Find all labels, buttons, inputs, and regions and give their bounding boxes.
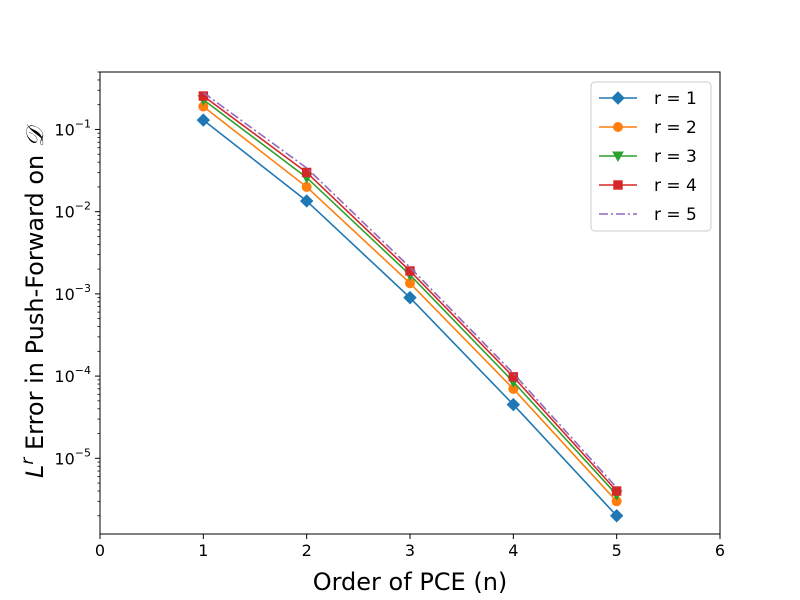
x-tick-label: 0 [95,541,105,560]
data-point [301,181,312,192]
y-tick-label: 10−3 [54,282,91,304]
legend-entry: r = 3 [599,147,697,167]
data-point [299,194,314,208]
legend-label: r = 4 [654,176,697,196]
legend-marker [613,180,623,190]
y-tick-label: 10−4 [54,364,91,386]
legend-entry: r = 4 [599,176,697,196]
x-tick-label: 2 [302,541,312,560]
legend-label: r = 5 [654,205,697,225]
x-axis-ticks: 0 1 2 3 4 5 6 [95,534,725,560]
legend-box [590,81,712,232]
x-tick-label: 1 [198,541,208,560]
series-2 [198,101,622,507]
x-tick-label: 3 [405,541,415,560]
series-5 [202,92,618,489]
legend-label: r = 2 [654,118,697,138]
y-tick-label: 10−2 [54,200,91,222]
x-tick-label: 5 [612,541,622,560]
data-point [196,113,211,127]
data-point [506,397,521,412]
legend-marker [611,91,625,105]
y-axis-label-domain: 𝒟 [21,123,49,147]
data-point [403,290,417,305]
legend-entry: r = 5 [599,205,697,225]
x-tick-label: 4 [508,541,518,560]
legend-label: r = 1 [654,89,697,109]
y-axis-label: Lr Error in Push-Forward on 𝒟 [18,123,49,478]
x-axis-label: Order of PCE (n) [313,568,508,596]
legend-label: r = 3 [654,147,697,167]
legend-entry: r = 1 [599,89,697,109]
legend-entry: r = 2 [599,118,697,138]
y-axis-label-exponent: r [18,457,38,465]
y-tick-label: 10−5 [54,446,91,468]
y-axis-label-text: Error in Push-Forward on [21,147,49,458]
series-layer [196,91,624,523]
data-point [508,372,519,382]
y-axis-ticks: 10−5 10−4 10−3 10−2 10−1 [54,71,100,517]
series-1 [196,113,624,523]
legend: r = 1 r = 2 r = 3 r = 4 r = 5 [590,81,712,232]
x-tick-label: 6 [715,541,725,560]
y-tick-label: 10−1 [54,117,91,139]
series-line [202,92,618,489]
y-axis-label-prefix: L [21,465,49,478]
data-point [609,509,624,523]
series-4 [198,91,622,496]
legend-marker [612,151,624,163]
data-point [301,167,312,178]
legend-marker [613,122,623,132]
plot-frame [99,71,721,535]
data-point [611,486,622,496]
